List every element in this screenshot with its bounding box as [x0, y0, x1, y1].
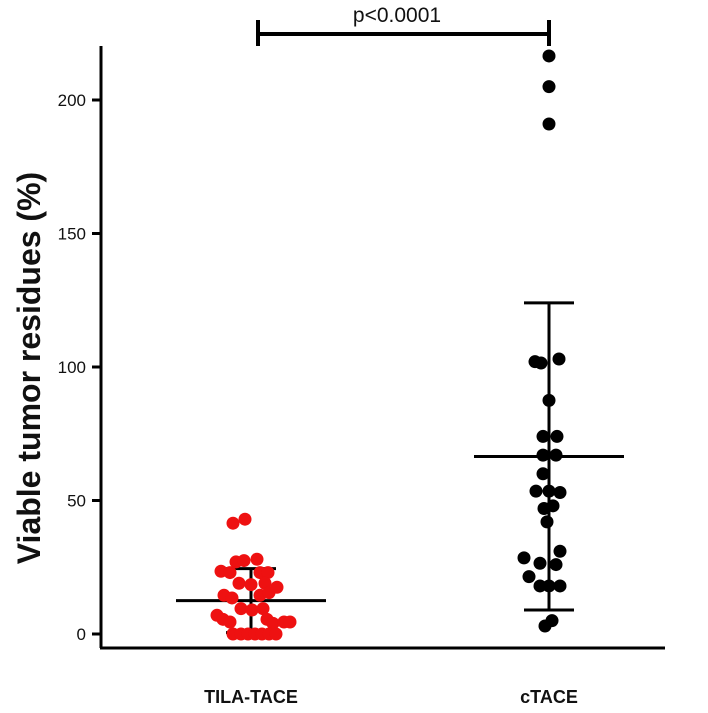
data-point: [542, 117, 556, 131]
data-point: [256, 602, 270, 616]
data-point: [549, 558, 563, 572]
data-point: [545, 614, 559, 628]
data-point: [529, 484, 543, 498]
data-point: [553, 544, 567, 558]
data-point: [542, 393, 556, 407]
data-point: [522, 570, 536, 584]
y-tick-label: 0: [77, 625, 86, 644]
data-point: [553, 579, 567, 593]
data-point: [542, 484, 556, 498]
data-point: [536, 448, 550, 462]
data-point: [552, 352, 566, 366]
y-axis-label: Viable tumor residues (%): [11, 172, 47, 564]
data-point: [283, 615, 297, 629]
data-point: [223, 615, 237, 629]
data-point: [534, 356, 548, 370]
data-point: [269, 627, 283, 641]
data-point: [225, 591, 239, 605]
data-point: [226, 516, 240, 530]
y-tick-label: 100: [58, 358, 86, 377]
data-point: [542, 80, 556, 94]
data-point: [542, 579, 556, 593]
data-point: [238, 512, 252, 526]
data-point: [546, 499, 560, 513]
data-point: [536, 429, 550, 443]
data-point: [549, 448, 563, 462]
y-tick-label: 150: [58, 225, 86, 244]
data-point: [553, 485, 567, 499]
y-ticks: 0 50 100 150 200: [58, 91, 101, 644]
data-point: [542, 49, 556, 63]
data-point: [244, 578, 258, 592]
data-point: [550, 429, 564, 443]
data-point: [232, 576, 246, 590]
data-point: [533, 556, 547, 570]
data-point: [540, 515, 554, 529]
significance-bracket: [256, 20, 551, 46]
data-point: [234, 602, 248, 616]
data-point: [261, 566, 275, 580]
data-point: [533, 579, 547, 593]
data-point: [536, 467, 550, 481]
y-tick-label: 200: [58, 91, 86, 110]
data-point: [250, 552, 264, 566]
data-points: [210, 49, 567, 641]
data-point: [517, 551, 531, 565]
data-point: [237, 554, 251, 568]
p-value-annotation: p<0.0001: [353, 4, 441, 27]
data-point: [266, 616, 280, 630]
data-point: [223, 566, 237, 580]
category-label-tila-tace: TILA-TACE: [204, 687, 298, 707]
data-point: [270, 580, 284, 594]
y-tick-label: 50: [67, 492, 86, 511]
category-label-ctace: cTACE: [520, 687, 578, 707]
data-point: [245, 603, 259, 617]
